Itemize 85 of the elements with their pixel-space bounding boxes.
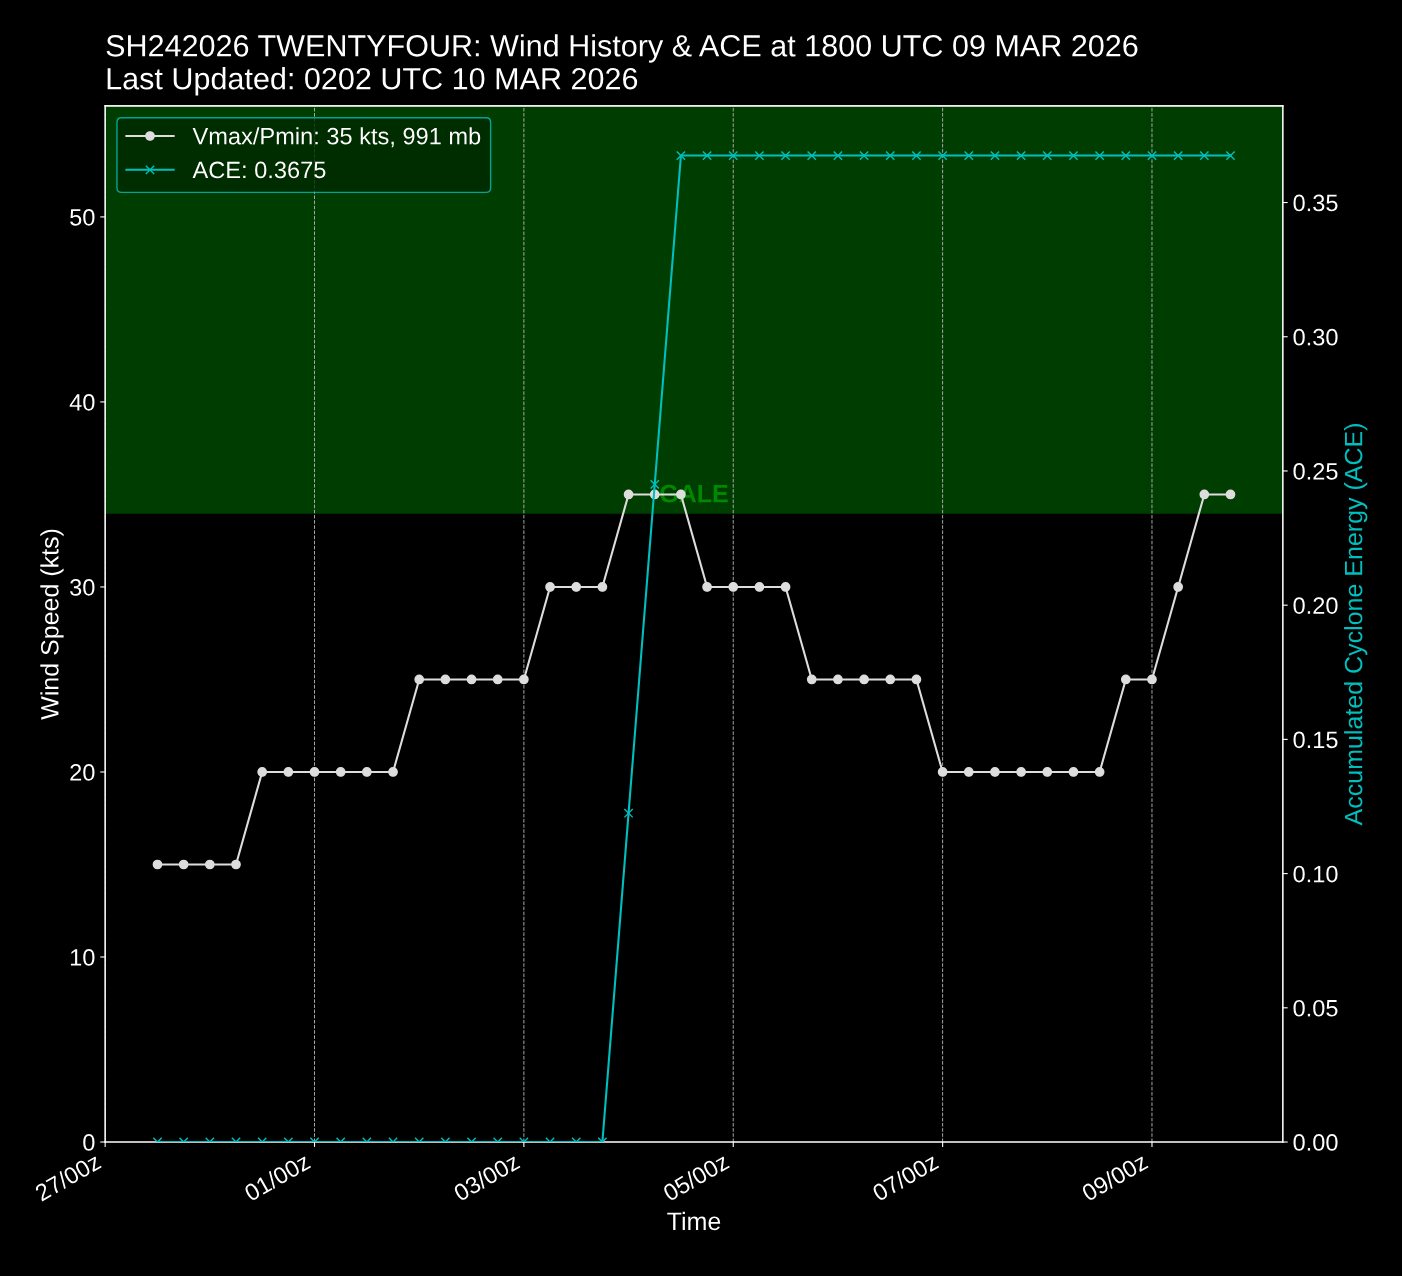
point [1120,674,1131,685]
point [1016,767,1026,777]
point [885,674,896,685]
point [937,150,948,161]
point [335,767,346,777]
point [911,150,922,161]
point [545,582,555,592]
point [780,150,791,161]
point [623,808,634,819]
point [963,767,974,777]
point [1199,489,1210,500]
y2-tick-label: 0.30 [1293,328,1338,346]
point [1225,150,1236,161]
legend-label: Vmax/Pmin: 35 kts, 991 mb [192,127,481,148]
point [990,767,1000,777]
point [361,767,372,777]
y-tick-label: 20 [70,764,95,781]
y2-tick-label: 0.15 [1293,731,1338,749]
point [283,767,294,777]
point [728,150,739,161]
point [754,582,765,592]
point [440,674,451,685]
point [414,674,425,685]
point [466,674,477,685]
y2-tick-label: 0.35 [1293,194,1338,212]
point [257,767,268,777]
chart-subtitle: Last Updated: 0202 UTC 10 MAR 2026 [107,67,638,96]
point [859,150,869,161]
point [649,479,660,490]
y-tick-label: 0 [83,1134,95,1151]
point [492,674,503,685]
point [702,150,712,161]
point [571,582,582,592]
point [702,582,712,592]
point [806,674,817,685]
point [1120,150,1131,161]
y-tick-label: 50 [70,208,95,226]
point [178,859,189,870]
point [963,150,974,161]
point [1042,150,1053,161]
y-axis-title: Wind Speed (kts) [40,529,64,720]
point [623,489,634,500]
point [885,150,896,161]
point [519,674,529,685]
point [1068,150,1079,161]
point [1147,674,1157,685]
point [204,859,215,870]
y-tick-label: 40 [69,394,95,411]
y2-axis-title: Accumulated Cyclone Energy (ACE) [1344,424,1368,826]
point [597,582,608,592]
point [728,582,739,592]
chart-title: SH242026 TWENTYFOUR: Wind History & ACE at 1800 UTC 09 MAR 2026 [106,34,1138,63]
legend-label: ACE: 0.3675 [192,161,326,179]
y-tick-label: 30 [70,579,95,596]
y2-tick-label: 0.20 [1293,597,1338,614]
point [937,767,948,777]
x-axis-title: Time [667,1211,721,1231]
y2-tick-label: 0.10 [1293,865,1338,883]
point [911,674,922,685]
point [780,582,791,592]
y2-tick-label: 0.00 [1293,1134,1338,1151]
point [754,150,765,161]
point [1173,150,1184,161]
point [388,767,398,777]
point [1016,150,1026,161]
point [1147,150,1157,161]
point [1094,150,1105,161]
point [833,150,843,161]
point [806,150,817,161]
point [859,674,869,685]
point [833,674,843,685]
point [1199,150,1210,161]
point [309,767,320,777]
point [676,150,686,161]
y-tick-label: 10 [70,949,95,966]
y2-tick-label: 0.25 [1293,463,1338,480]
point [1068,767,1079,777]
point [990,150,1000,161]
point [152,859,163,870]
point [231,859,241,870]
y2-tick-label: 0.05 [1293,999,1338,1017]
point [1042,767,1053,777]
point [1225,489,1236,500]
point [1094,767,1105,777]
point [1173,582,1184,592]
